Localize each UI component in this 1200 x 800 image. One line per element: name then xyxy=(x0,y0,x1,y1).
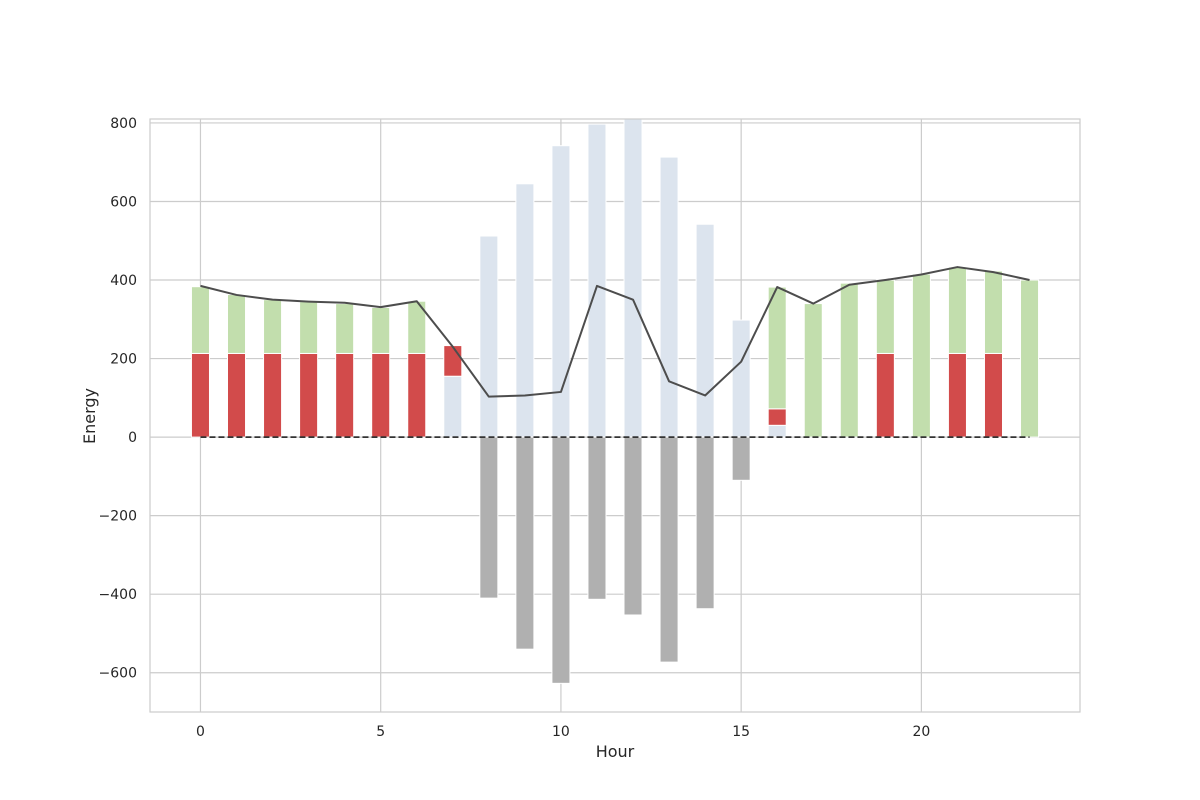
x-tick-label: 10 xyxy=(552,724,570,740)
bar xyxy=(767,408,787,426)
bar xyxy=(983,352,1004,438)
bar xyxy=(911,273,931,438)
bar xyxy=(371,307,391,354)
bar xyxy=(335,303,355,354)
bar xyxy=(695,223,715,438)
bar xyxy=(443,375,463,438)
bar xyxy=(190,286,210,354)
y-tick-label: 600 xyxy=(110,194,137,210)
bar xyxy=(947,352,967,438)
bar xyxy=(839,282,859,438)
x-tick-label: 5 xyxy=(376,724,385,740)
bar xyxy=(299,301,319,354)
bar xyxy=(659,156,679,438)
negative-bar xyxy=(587,436,607,600)
negative-bar xyxy=(515,436,535,650)
series-line xyxy=(200,266,1030,398)
bar xyxy=(623,118,643,438)
bar xyxy=(263,352,283,438)
y-tick-label: 400 xyxy=(110,273,137,289)
bar xyxy=(227,294,247,354)
plot-area xyxy=(150,119,1080,712)
bar xyxy=(767,286,787,410)
bar xyxy=(407,352,427,438)
y-tick-label: −600 xyxy=(99,666,137,682)
bar xyxy=(263,299,283,354)
y-tick-label: 800 xyxy=(110,116,137,132)
bar xyxy=(983,270,1004,354)
bar xyxy=(947,266,967,354)
x-axis-label: Hour xyxy=(596,742,635,761)
plot-frame xyxy=(149,118,1081,713)
bar xyxy=(803,303,823,438)
tick-labels: 0 5 10 15 20 −600 −400 −200 0 200 400 600 800 xyxy=(99,116,931,740)
x-tick-label: 20 xyxy=(912,724,930,740)
bar xyxy=(731,319,751,438)
x-tick-label: 15 xyxy=(732,724,750,740)
x-tick-label: 0 xyxy=(196,724,205,740)
bar xyxy=(299,352,319,438)
bar xyxy=(227,352,247,438)
bar xyxy=(479,235,499,438)
bar xyxy=(371,352,391,438)
y-tick-label: 200 xyxy=(110,352,137,368)
bar xyxy=(587,123,607,438)
negative-bar xyxy=(623,436,643,616)
bar xyxy=(335,352,355,438)
series-lines xyxy=(200,266,1030,438)
y-axis-label: Energy xyxy=(80,388,99,444)
negative-bar xyxy=(695,436,715,610)
bar xyxy=(515,183,535,438)
y-tick-label: 0 xyxy=(128,430,137,446)
bars xyxy=(190,118,1040,684)
bar xyxy=(1020,279,1040,438)
negative-bar xyxy=(479,436,499,599)
y-tick-label: −200 xyxy=(99,509,137,525)
bar xyxy=(875,279,895,354)
negative-bar xyxy=(731,436,751,481)
bar xyxy=(767,424,787,438)
negative-bar xyxy=(659,436,679,663)
negative-bar xyxy=(551,436,571,684)
bar xyxy=(443,345,463,377)
bar xyxy=(875,352,895,438)
y-tick-label: −400 xyxy=(99,587,137,603)
bar xyxy=(190,352,210,438)
